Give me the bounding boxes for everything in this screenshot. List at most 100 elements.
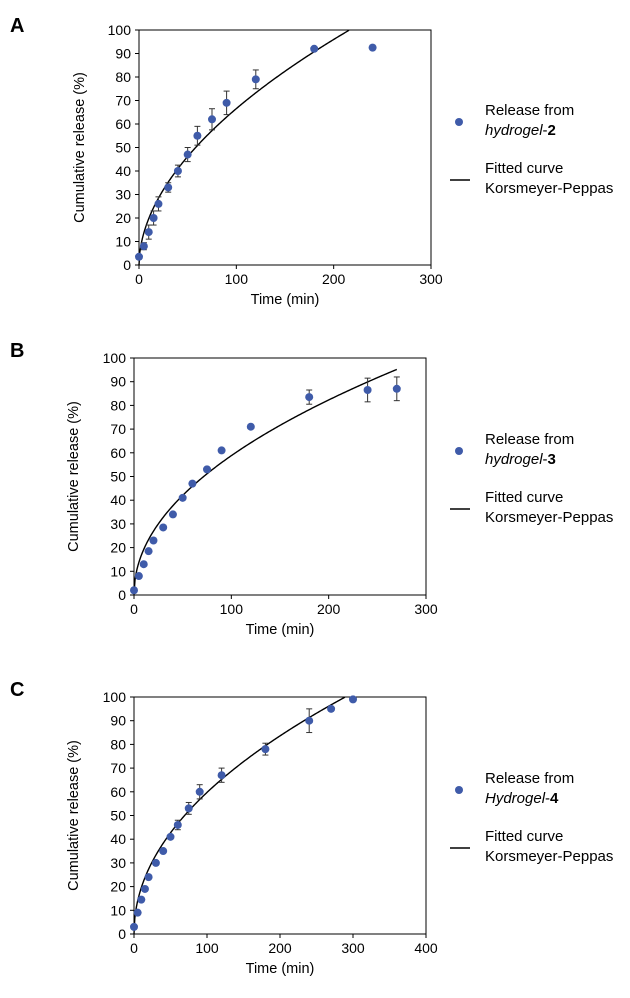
y-axis-title: Cumulative release (%)	[66, 401, 82, 552]
y-tick-label: 90	[110, 713, 126, 729]
plot-frame	[133, 696, 427, 935]
legend-label-curve-line1: Fitted curve	[485, 489, 563, 506]
data-point	[139, 560, 148, 569]
data-point	[222, 98, 231, 107]
data-point	[217, 446, 226, 455]
data-point	[133, 908, 142, 917]
y-tick-label: 90	[110, 374, 126, 390]
x-tick-label: 200	[268, 940, 292, 956]
y-tick-label: 0	[118, 587, 126, 603]
y-tick-label: 10	[110, 563, 126, 579]
legend: Release from Hydrogel-4 Fitted curve Korsme…	[450, 770, 613, 865]
data-point	[183, 150, 192, 159]
chart-panel-c: C 0 10 20 30 40 50 60 70 80 90 100 0 100 200 300 400 Time…	[10, 679, 613, 977]
y-tick-label: 0	[123, 257, 131, 273]
y-tick-label: 0	[118, 926, 126, 942]
x-tick-label: 300	[414, 601, 438, 617]
y-tick-label: 70	[110, 421, 126, 437]
data-point	[217, 771, 226, 780]
legend-label-points-line1: Release from	[485, 770, 574, 787]
data-point	[349, 695, 357, 704]
legend-label-points-line2: hydrogel-2	[485, 122, 556, 139]
data-point	[173, 820, 182, 829]
y-tick-label: 50	[110, 808, 126, 824]
data-point	[134, 572, 143, 581]
data-point	[144, 873, 153, 882]
y-tick-label: 70	[110, 760, 126, 776]
data-point	[193, 131, 202, 140]
data-point	[363, 385, 372, 394]
data-point	[149, 536, 158, 545]
y-tick-label: 40	[110, 831, 126, 847]
legend: Release from hydrogel-3 Fitted curve Korsme…	[450, 431, 613, 526]
x-tick-label: 0	[130, 940, 138, 956]
legend-number: 3	[548, 451, 556, 468]
legend-marker-points	[455, 447, 463, 455]
x-tick-label: 100	[195, 940, 219, 956]
data-point	[261, 745, 270, 754]
data-point	[178, 493, 187, 502]
y-tick-label: 20	[110, 540, 126, 556]
x-axis-title: Time (min)	[251, 292, 320, 308]
data-point	[164, 183, 173, 192]
data-point	[203, 465, 211, 474]
data-point	[305, 393, 314, 402]
y-tick-label: 30	[110, 855, 126, 871]
x-tick-label: 100	[220, 601, 244, 617]
data-point	[310, 44, 319, 53]
y-tick-label: 80	[115, 69, 131, 85]
data-point	[195, 787, 204, 796]
data-point	[188, 479, 197, 488]
plot-frame	[133, 357, 427, 596]
data-point	[251, 75, 260, 84]
data-point	[368, 43, 377, 52]
legend: Release from hydrogel-2 Fitted curve Korsme…	[450, 102, 613, 197]
panel-letter: B	[10, 340, 24, 362]
data-point	[305, 716, 314, 725]
y-tick-label: 20	[110, 879, 126, 895]
y-tick-label: 90	[115, 46, 131, 62]
legend-label-points-line1: Release from	[485, 431, 574, 448]
legend-italic: hydrogel	[485, 122, 543, 139]
data-point	[154, 199, 163, 208]
y-tick-label: 30	[115, 187, 131, 203]
fitted-curve-line	[138, 29, 350, 266]
data-point	[159, 847, 168, 856]
y-tick-label: 10	[115, 234, 131, 250]
legend-label-points-line1: Release from	[485, 102, 574, 119]
x-tick-label: 400	[414, 940, 438, 956]
chart-panel-b: B 0 10 20 30 40 50 60 70 80 90 100 0 100 200 300 Time (m…	[10, 340, 613, 638]
data-point	[392, 384, 401, 393]
data-point	[137, 895, 146, 904]
x-tick-label: 200	[317, 601, 341, 617]
y-tick-label: 70	[115, 93, 131, 109]
data-point	[130, 586, 138, 595]
y-tick-label: 80	[110, 397, 126, 413]
legend-label-curve-line2: Korsmeyer-Peppas	[485, 848, 613, 865]
y-tick-label: 30	[110, 516, 126, 532]
x-axis-title: Time (min)	[246, 622, 315, 638]
data-point	[173, 167, 182, 175]
legend-italic: Hydrogel	[485, 790, 546, 807]
legend-hyphen: -	[543, 122, 548, 139]
data-point	[151, 858, 160, 867]
y-tick-label: 10	[110, 902, 126, 918]
data-point	[184, 804, 193, 813]
data-point	[208, 115, 216, 124]
legend-label-points-line2: Hydrogel-4	[485, 790, 559, 807]
y-tick-label: 80	[110, 736, 126, 752]
legend-italic: hydrogel	[485, 451, 543, 468]
data-point	[166, 832, 175, 841]
x-tick-label: 100	[225, 271, 249, 287]
legend-marker-points	[455, 786, 463, 794]
panel-letter: C	[10, 679, 24, 701]
legend-label-curve-line1: Fitted curve	[485, 160, 563, 177]
fitted-curve-line	[133, 696, 346, 935]
legend-marker-points	[455, 118, 463, 126]
x-tick-label: 200	[322, 271, 346, 287]
chart-panel-a: A 0 10 20 30 40 50 60 70 80 90 100 0 100 200 300 Time (m…	[10, 15, 613, 308]
data-point	[135, 252, 143, 261]
legend-label-curve-line2: Korsmeyer-Peppas	[485, 509, 613, 526]
data-point	[139, 242, 148, 251]
